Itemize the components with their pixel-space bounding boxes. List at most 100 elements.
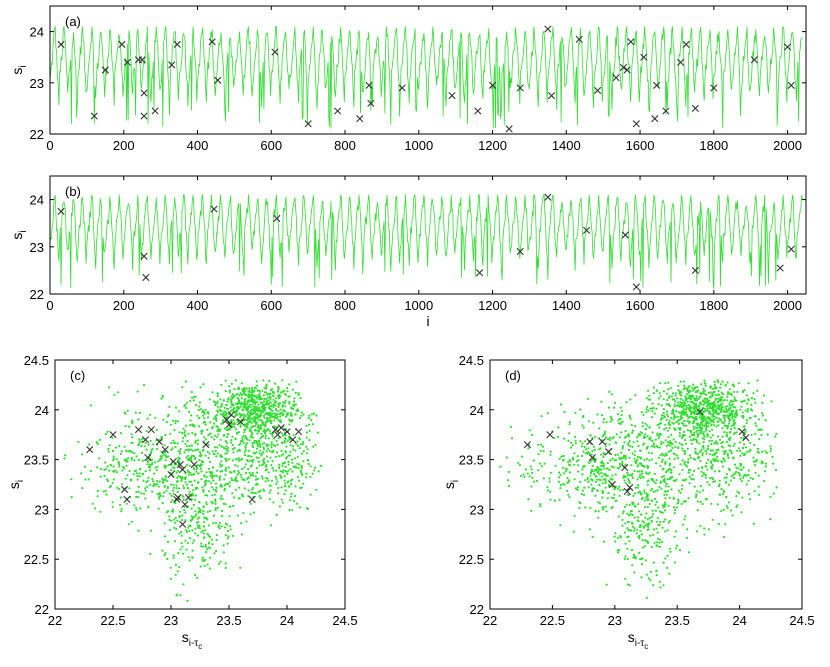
data-point <box>594 460 597 463</box>
data-point <box>611 437 614 440</box>
data-point <box>711 395 714 398</box>
data-point <box>689 439 692 442</box>
data-point <box>164 535 167 538</box>
data-point <box>666 410 669 413</box>
data-point <box>240 397 243 400</box>
data-point <box>673 416 676 419</box>
data-point <box>598 427 601 430</box>
data-point <box>197 481 200 484</box>
series-line <box>49 193 803 289</box>
data-point <box>594 480 598 483</box>
data-point <box>622 510 625 513</box>
data-point <box>212 479 215 482</box>
data-point <box>712 419 715 422</box>
x-marker <box>208 38 216 46</box>
data-point <box>271 435 274 438</box>
data-point <box>732 476 736 479</box>
data-point <box>699 525 702 528</box>
data-point <box>138 411 141 414</box>
data-point <box>216 400 219 403</box>
data-point <box>244 428 247 431</box>
data-point <box>614 473 617 476</box>
data-point <box>166 415 169 418</box>
data-point <box>688 454 691 457</box>
data-point <box>298 416 301 420</box>
data-point <box>254 492 257 495</box>
data-point <box>530 509 533 512</box>
data-point <box>698 416 701 419</box>
data-point <box>683 400 686 403</box>
data-point <box>313 412 316 415</box>
data-point <box>584 506 587 509</box>
data-point <box>275 409 278 412</box>
data-point <box>639 449 642 452</box>
data-point <box>293 465 296 468</box>
data-point <box>562 472 566 475</box>
data-point <box>253 390 256 393</box>
data-point <box>265 400 268 403</box>
data-point <box>257 460 261 463</box>
data-point <box>289 450 292 453</box>
data-point <box>274 455 277 458</box>
data-point <box>244 449 247 452</box>
data-point <box>206 563 209 566</box>
data-point <box>253 441 256 445</box>
data-point <box>652 392 656 395</box>
data-point <box>184 481 187 484</box>
data-point <box>150 450 153 453</box>
data-point <box>680 436 684 439</box>
data-point <box>241 390 244 393</box>
data-point <box>194 573 197 577</box>
data-point <box>262 414 266 417</box>
data-point <box>210 486 213 489</box>
data-point <box>671 392 675 395</box>
data-point <box>594 494 597 497</box>
data-point <box>676 404 680 407</box>
data-point <box>626 527 629 530</box>
data-point <box>698 491 701 494</box>
data-point <box>753 398 756 401</box>
data-point <box>220 483 223 486</box>
data-point <box>655 407 658 410</box>
data-point <box>169 566 172 569</box>
data-point <box>702 418 705 421</box>
data-point <box>142 384 146 387</box>
data-point <box>218 408 221 411</box>
data-point <box>247 405 250 408</box>
data-point <box>600 400 603 403</box>
data-point <box>182 583 185 586</box>
data-point <box>186 487 190 490</box>
data-point <box>188 559 191 562</box>
data-point <box>261 406 264 409</box>
data-point <box>636 528 639 531</box>
data-point <box>118 465 121 468</box>
data-point <box>298 479 301 482</box>
x-marker <box>283 428 291 436</box>
data-point <box>631 472 634 475</box>
data-point <box>191 556 194 559</box>
x-marker <box>662 107 670 115</box>
data-point <box>658 485 661 489</box>
data-point <box>580 445 583 448</box>
data-point <box>223 478 226 481</box>
data-point <box>197 448 200 451</box>
data-point <box>258 495 261 498</box>
data-point <box>633 450 637 453</box>
data-point <box>631 513 634 517</box>
data-point <box>540 443 543 446</box>
data-point <box>200 542 203 545</box>
data-point <box>646 480 649 483</box>
data-point <box>651 479 654 482</box>
data-point <box>156 493 159 496</box>
data-point <box>170 500 173 504</box>
data-point <box>601 506 605 509</box>
data-point <box>203 564 206 568</box>
data-point <box>184 511 187 514</box>
data-point <box>691 386 694 389</box>
x-marker <box>210 205 218 213</box>
data-point <box>582 465 585 468</box>
data-point <box>592 445 596 448</box>
data-point <box>679 397 682 400</box>
data-point <box>641 464 645 468</box>
data-point <box>253 386 257 389</box>
